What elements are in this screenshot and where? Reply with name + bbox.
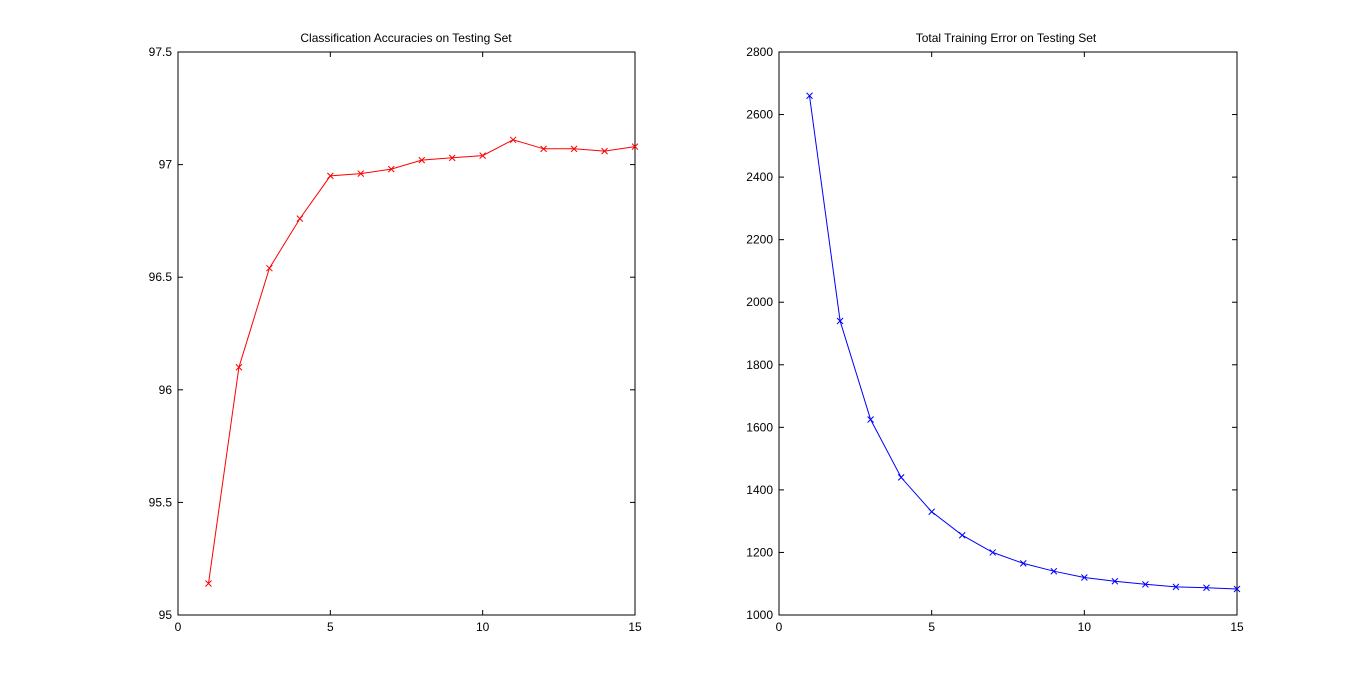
accuracy-xtick-label: 0 (175, 620, 182, 634)
accuracy-data-point (326, 172, 334, 180)
accuracy-ytick-label: 95 (159, 608, 173, 622)
accuracy-ytick-label: 97.5 (149, 45, 173, 59)
accuracy-data-point (387, 165, 395, 173)
accuracy-series-group (205, 136, 639, 587)
error-ytick-label: 1200 (746, 545, 773, 559)
error-ytick-label: 2000 (746, 295, 773, 309)
accuracy-xtick-label: 5 (327, 620, 334, 634)
accuracy-data-point (235, 363, 243, 371)
error-data-point (867, 416, 874, 423)
accuracy-xtick-label: 10 (476, 620, 490, 634)
error-data-point (836, 317, 844, 325)
accuracy-data-point (540, 145, 547, 153)
accuracy-data-point (418, 156, 426, 164)
accuracy-data-point (448, 154, 456, 162)
accuracy-data-point (266, 264, 273, 272)
error-ytick-label: 2800 (746, 45, 773, 59)
accuracy-chart-title: Classification Accuracies on Testing Set (300, 31, 512, 45)
error-data-point (897, 474, 905, 481)
accuracy-data-point (509, 136, 517, 144)
accuracy-data-point (357, 170, 365, 177)
error-data-point (806, 92, 813, 100)
error-data-point (1142, 580, 1149, 588)
accuracy-data-point (570, 145, 578, 153)
error-plot-area (778, 51, 1238, 616)
accuracy-ytick-label: 97 (159, 158, 173, 172)
error-data-point (928, 508, 936, 516)
error-ytick-label: 2400 (746, 170, 773, 184)
accuracy-data-point (601, 147, 608, 155)
error-data-point (989, 549, 997, 556)
accuracy-plot-area (177, 51, 636, 616)
accuracy-data-point (631, 143, 639, 150)
error-data-point (1233, 585, 1241, 593)
error-data-point (958, 531, 966, 539)
error-chart: Total Training Error on Testing Set 0 5 10… (746, 31, 1244, 634)
error-data-point (1080, 574, 1088, 581)
error-data-point (1050, 567, 1058, 575)
error-ytick-label: 1000 (746, 608, 773, 622)
accuracy-chart: Classification Accuracies on Testing Set… (149, 31, 642, 634)
accuracy-ytick-label: 96.5 (149, 270, 173, 284)
accuracy-data-point (479, 152, 487, 159)
error-data-point (1172, 583, 1180, 591)
accuracy-ytick-label: 95.5 (149, 495, 173, 509)
accuracy-axis-ticks: 0 5 10 15 95 95.5 96 96.5 97 97.5 (149, 45, 642, 634)
error-axis-ticks: 0 5 10 15 1000 1200 1400 1600 1800 2000 2200 2400 26… (746, 45, 1244, 634)
error-chart-title: Total Training Error on Testing Set (916, 31, 1097, 45)
error-xtick-label: 10 (1078, 620, 1092, 634)
accuracy-xtick-label: 15 (628, 620, 642, 634)
error-xtick-label: 15 (1230, 620, 1244, 634)
error-ytick-label: 1800 (746, 358, 773, 372)
error-data-point (1203, 584, 1210, 592)
error-ytick-label: 1400 (746, 483, 773, 497)
error-ytick-label: 2600 (746, 108, 773, 122)
accuracy-data-point (205, 580, 212, 587)
error-ytick-label: 2200 (746, 233, 773, 247)
error-series-group (806, 92, 1241, 593)
error-data-point (1111, 577, 1119, 585)
error-data-point (1019, 560, 1027, 567)
error-ytick-label: 1600 (746, 420, 773, 434)
error-xtick-label: 5 (928, 620, 935, 634)
accuracy-ytick-label: 96 (159, 383, 173, 397)
accuracy-data-point (296, 215, 304, 223)
error-xtick-label: 0 (776, 620, 783, 634)
